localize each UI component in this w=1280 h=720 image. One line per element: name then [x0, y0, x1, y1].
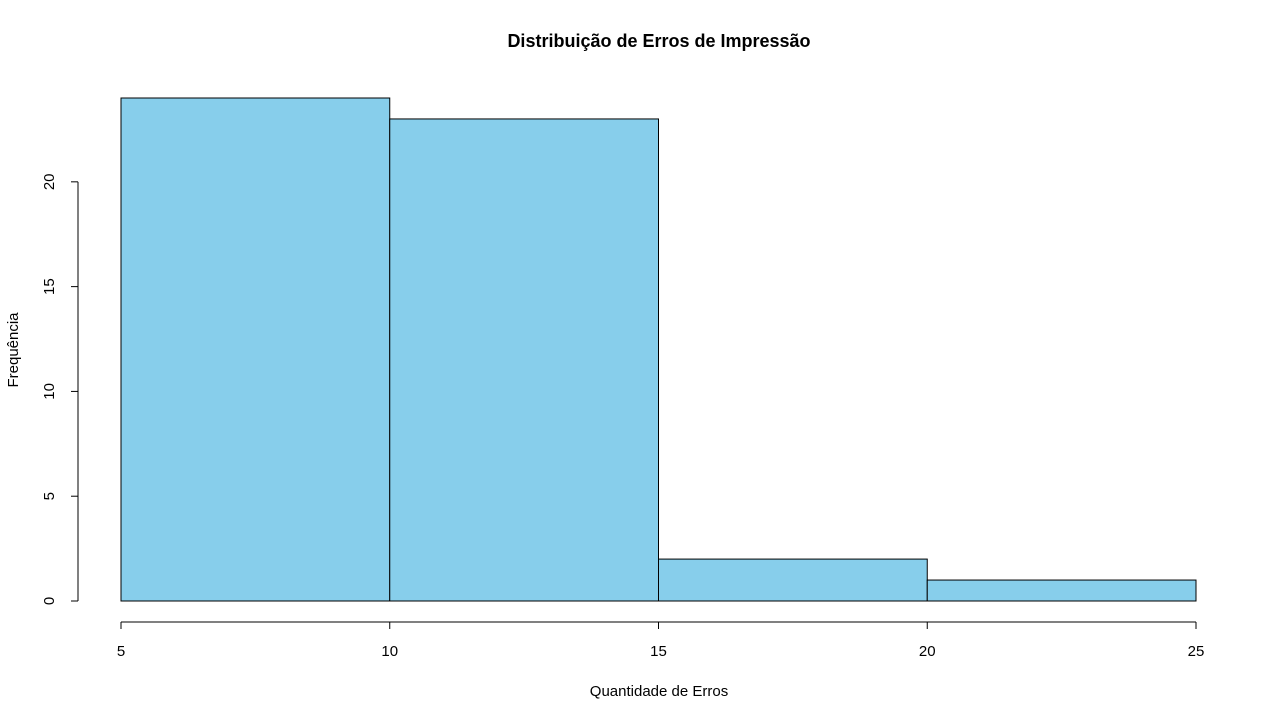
y-tick-label: 0	[41, 597, 58, 605]
x-tick-label: 15	[650, 643, 667, 660]
x-axis-label: Quantidade de Erros	[590, 683, 728, 700]
x-tick-label: 20	[919, 643, 936, 660]
histogram-bar	[120, 97, 391, 602]
x-tick-label: 5	[117, 643, 125, 660]
y-axis-label: Frequência	[5, 312, 22, 388]
x-tick-label: 25	[1188, 643, 1205, 660]
y-tick-label: 5	[41, 492, 58, 500]
x-tick-label: 10	[381, 643, 398, 660]
x-axis: 5 10 15 20 25	[117, 621, 1205, 660]
y-tick-label: 10	[41, 383, 58, 400]
histogram-bar	[926, 579, 1197, 602]
y-tick-label: 15	[41, 278, 58, 295]
histogram-bar	[389, 118, 659, 602]
histogram-bar	[658, 558, 928, 602]
bars-group	[120, 97, 1197, 602]
y-axis: 0 5 10 15 20	[41, 173, 79, 605]
chart-title: Distribuição de Erros de Impressão	[507, 31, 810, 51]
y-tick-label: 20	[41, 173, 58, 190]
